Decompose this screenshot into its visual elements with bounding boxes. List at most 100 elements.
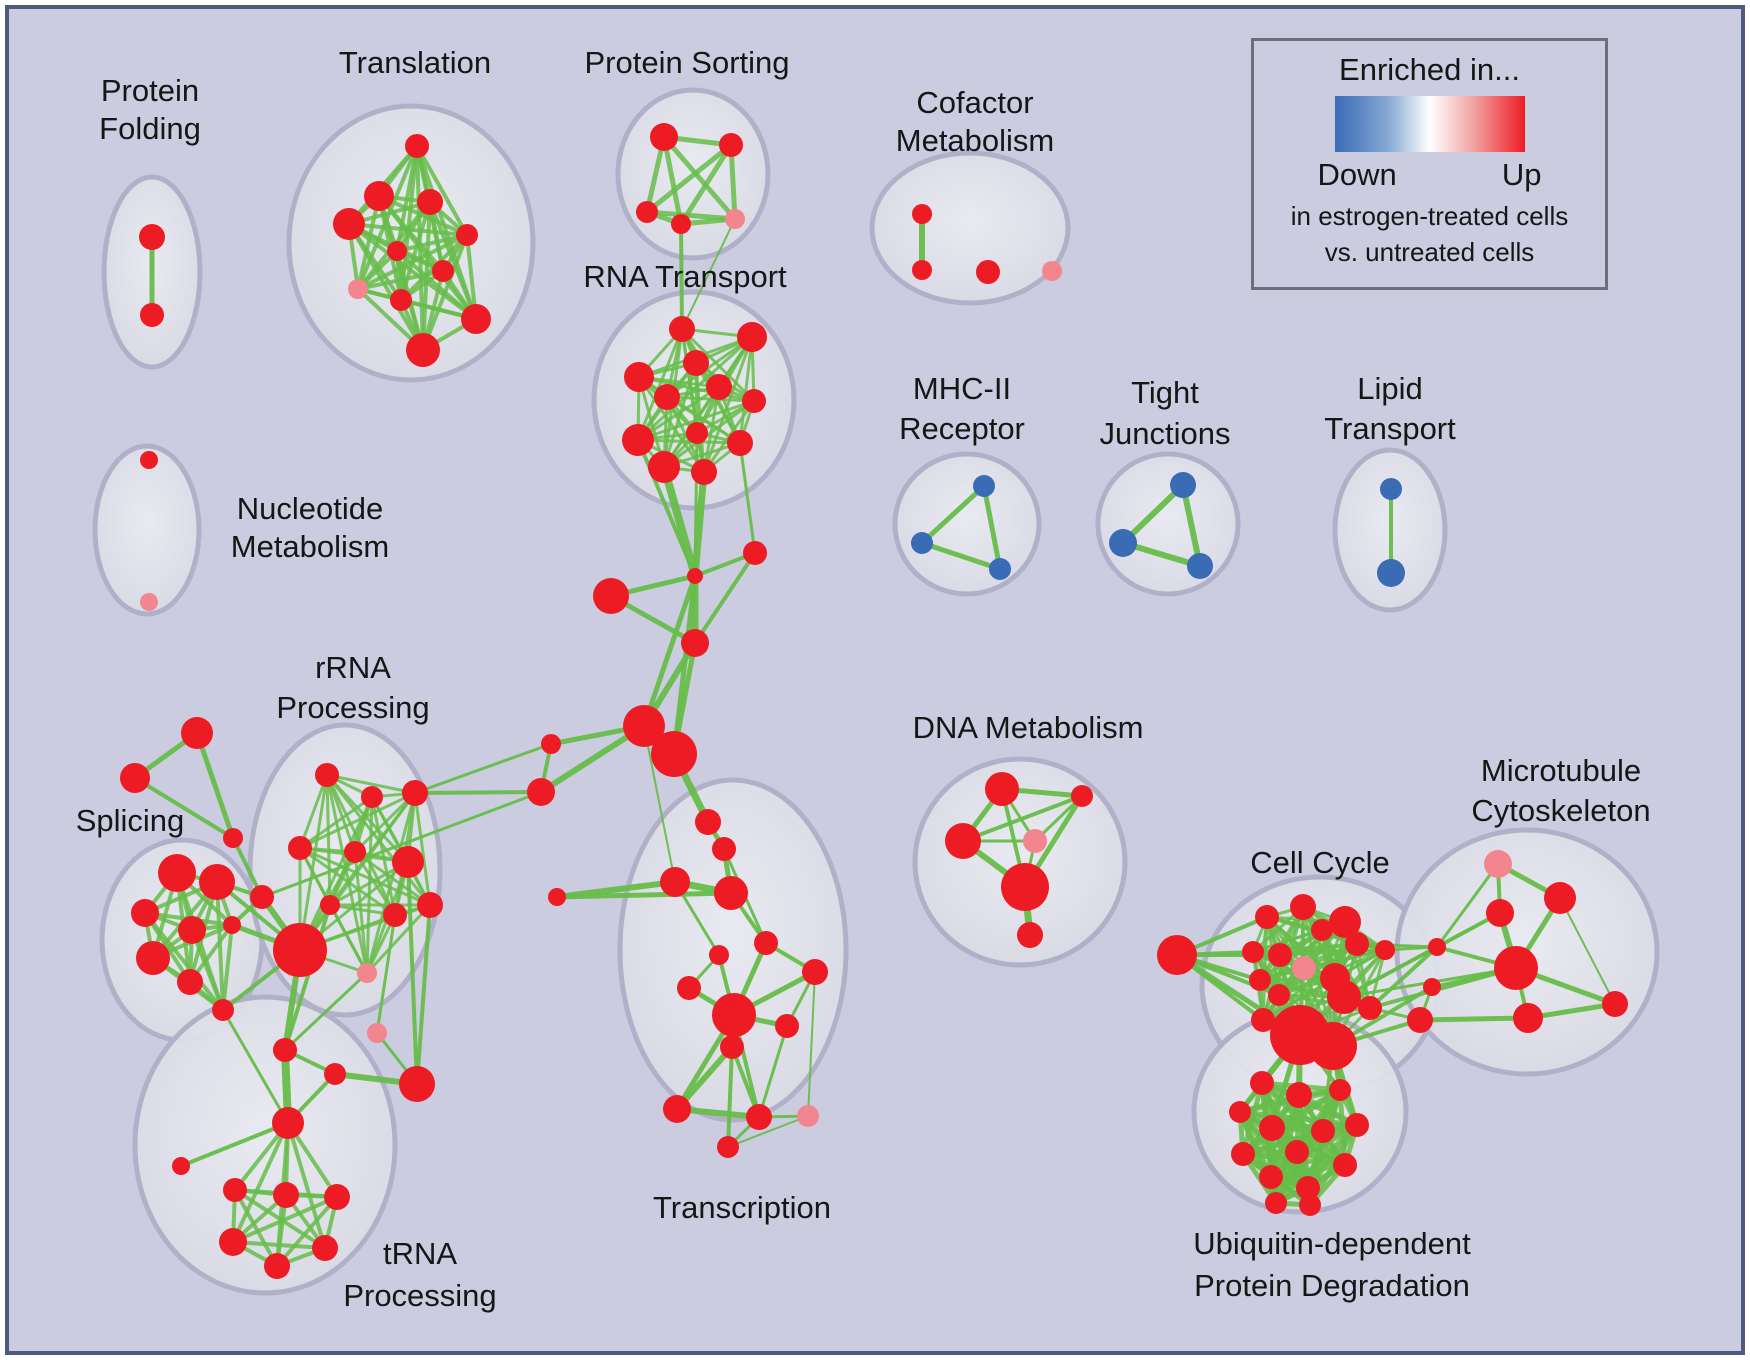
node-d3[interactable] (945, 823, 981, 859)
node-tb3[interactable] (399, 1066, 435, 1102)
node-tr1[interactable] (223, 1178, 247, 1202)
node-pf2[interactable] (140, 303, 164, 327)
node-sp3[interactable] (131, 899, 159, 927)
node-tj1[interactable] (1170, 472, 1196, 498)
node-h2[interactable] (743, 541, 767, 565)
node-x16[interactable] (717, 1136, 739, 1158)
node-rt7[interactable] (742, 389, 766, 413)
node-cc6[interactable] (1242, 941, 1264, 963)
node-d6[interactable] (1017, 922, 1043, 948)
node-m6[interactable] (1602, 991, 1628, 1017)
node-m9[interactable] (1407, 1007, 1433, 1033)
node-mh1[interactable] (973, 475, 995, 497)
node-s3[interactable] (223, 828, 243, 848)
node-t5[interactable] (456, 224, 478, 246)
node-t3[interactable] (417, 189, 443, 215)
node-x13[interactable] (663, 1095, 691, 1123)
node-trlone[interactable] (172, 1157, 190, 1175)
node-rt1[interactable] (669, 316, 695, 342)
node-cc5[interactable] (1345, 932, 1369, 956)
node-r11[interactable] (320, 895, 340, 915)
node-m1[interactable] (1484, 850, 1512, 878)
node-tb1[interactable] (273, 1038, 297, 1062)
node-u13[interactable] (1299, 1194, 1321, 1216)
node-u11[interactable] (1345, 1113, 1369, 1137)
node-r1[interactable] (315, 763, 339, 787)
node-u3[interactable] (1229, 1101, 1251, 1123)
node-r4[interactable] (288, 836, 312, 860)
node-cc12[interactable] (1327, 980, 1361, 1014)
node-m5[interactable] (1513, 1003, 1543, 1033)
node-m2[interactable] (1544, 882, 1576, 914)
node-ps3[interactable] (636, 201, 658, 223)
node-u10[interactable] (1329, 1079, 1351, 1101)
node-x8[interactable] (677, 976, 701, 1000)
node-ps5[interactable] (725, 209, 745, 229)
node-rt2[interactable] (737, 322, 767, 352)
node-x7[interactable] (709, 945, 729, 965)
node-mh2[interactable] (911, 532, 933, 554)
node-s1[interactable] (181, 717, 213, 749)
node-cc14[interactable] (1358, 996, 1382, 1020)
node-rt4[interactable] (624, 362, 654, 392)
node-u7[interactable] (1285, 1140, 1309, 1164)
node-hub2[interactable] (651, 731, 697, 777)
node-t4[interactable] (333, 208, 365, 240)
node-tr3[interactable] (324, 1184, 350, 1210)
node-t11[interactable] (406, 333, 440, 367)
node-cc10[interactable] (1249, 969, 1271, 991)
node-u5[interactable] (1311, 1119, 1335, 1143)
node-cc13[interactable] (1251, 1008, 1275, 1032)
node-cc3[interactable] (1329, 906, 1361, 938)
node-t7[interactable] (432, 260, 454, 282)
node-cc15[interactable] (1375, 940, 1395, 960)
node-s2[interactable] (120, 763, 150, 793)
node-cc8[interactable] (1292, 956, 1316, 980)
node-x6[interactable] (754, 931, 778, 955)
node-rt12[interactable] (691, 459, 717, 485)
node-m7[interactable] (1428, 938, 1446, 956)
node-tj2[interactable] (1109, 529, 1137, 557)
node-cc11[interactable] (1268, 984, 1290, 1006)
node-x4[interactable] (714, 876, 748, 910)
node-u6[interactable] (1231, 1142, 1255, 1166)
node-d4[interactable] (1023, 829, 1047, 853)
node-u12[interactable] (1333, 1153, 1357, 1177)
node-sp2[interactable] (199, 864, 235, 900)
node-u2[interactable] (1286, 1082, 1312, 1108)
node-r5[interactable] (344, 841, 366, 863)
node-lt2[interactable] (1377, 559, 1405, 587)
node-tr4[interactable] (219, 1228, 247, 1256)
node-tr5[interactable] (312, 1235, 338, 1261)
node-cf2[interactable] (912, 260, 932, 280)
node-cc2[interactable] (1290, 894, 1316, 920)
node-mh3[interactable] (989, 558, 1011, 580)
node-ps2[interactable] (719, 133, 743, 157)
node-u1[interactable] (1250, 1071, 1274, 1095)
node-cc4[interactable] (1311, 919, 1333, 941)
node-sp7[interactable] (177, 969, 203, 995)
node-cc0[interactable] (1157, 935, 1197, 975)
node-x9[interactable] (712, 993, 756, 1037)
node-ps4[interactable] (671, 214, 691, 234)
node-x5[interactable] (548, 888, 566, 906)
node-x15[interactable] (797, 1105, 819, 1127)
node-hub1[interactable] (623, 705, 665, 747)
node-rt11[interactable] (648, 451, 680, 483)
node-x3[interactable] (660, 867, 690, 897)
node-x14[interactable] (746, 1104, 772, 1130)
node-c2[interactable] (527, 778, 555, 806)
node-m3[interactable] (1486, 899, 1514, 927)
node-tr2[interactable] (273, 1182, 299, 1208)
node-lt1[interactable] (1380, 478, 1402, 500)
node-d2[interactable] (1071, 785, 1093, 807)
node-t8[interactable] (348, 279, 368, 299)
node-m8[interactable] (1423, 978, 1441, 996)
node-cc1[interactable] (1255, 905, 1279, 929)
node-u8[interactable] (1259, 1165, 1283, 1189)
node-t9[interactable] (390, 289, 412, 311)
node-x10[interactable] (802, 959, 828, 985)
node-r6[interactable] (392, 846, 424, 878)
node-t10[interactable] (461, 304, 491, 334)
node-d5[interactable] (1001, 863, 1049, 911)
